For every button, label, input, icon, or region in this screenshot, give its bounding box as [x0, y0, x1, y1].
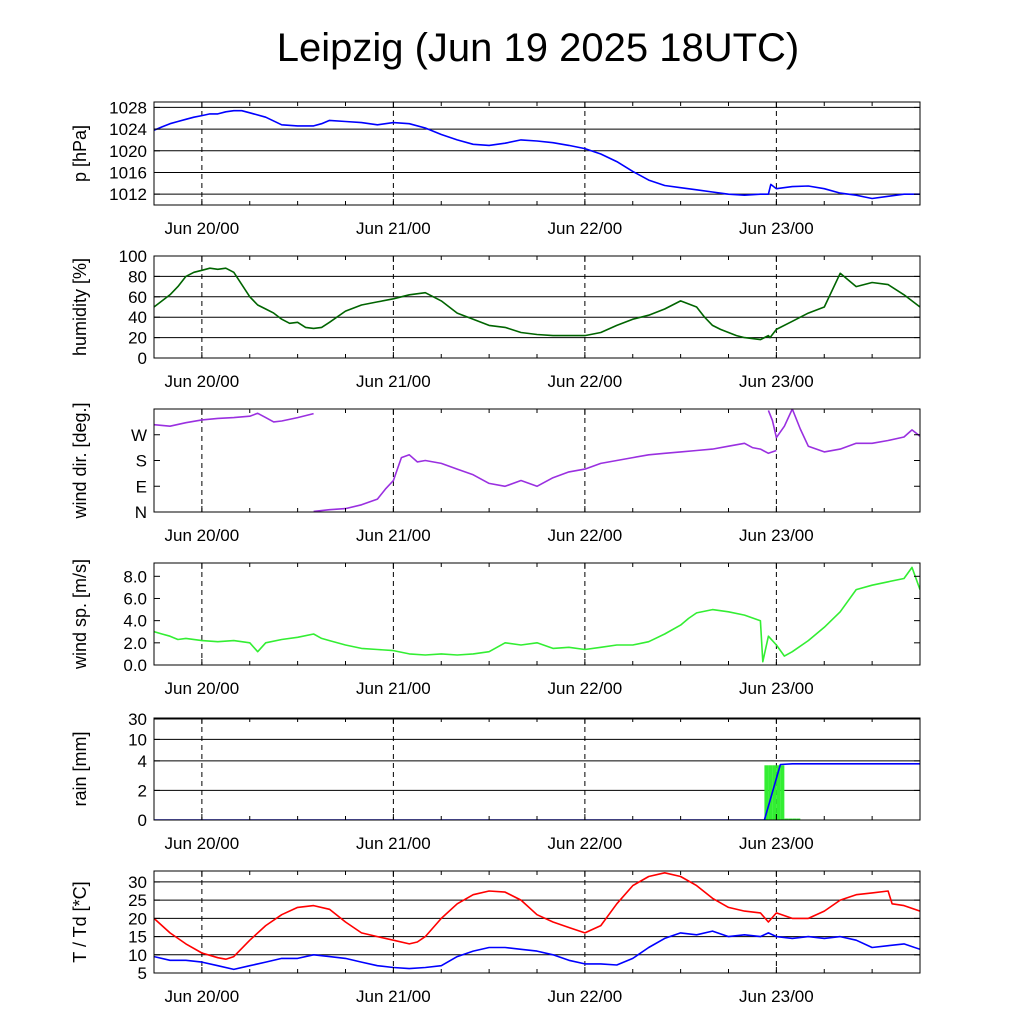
series-line-2: [154, 930, 920, 971]
plot-area: [154, 409, 920, 512]
rain-bar-4: [776, 765, 781, 820]
x-tick-label-3: Jun 22/00: [548, 526, 623, 545]
x-tick-label-1: Jun 20/00: [165, 372, 240, 391]
plot-area: [154, 762, 920, 820]
rain-bar-9: [796, 818, 801, 820]
y-axis-label: humidity [%]: [70, 258, 90, 356]
x-tick-label-4: Jun 23/00: [739, 219, 814, 238]
panel-1: 1012 1016 1020 1024 1028 Jun 20/00 Jun 21/00 Ju…: [70, 98, 921, 238]
series-line-1: [154, 412, 314, 428]
rain-bar-5: [780, 765, 785, 820]
y-tick-label-5: 1028: [109, 98, 147, 117]
plot-area: [154, 267, 920, 341]
x-tick-label-1: Jun 20/00: [165, 987, 240, 1006]
x-tick-label-1: Jun 20/00: [165, 526, 240, 545]
plot-area: [154, 109, 920, 200]
x-tick-label-1: Jun 20/00: [165, 219, 240, 238]
y-tick-label-1: 5: [138, 964, 147, 983]
series-line-2: [154, 762, 920, 820]
plot-area: [154, 871, 920, 971]
x-tick-label-1: Jun 20/00: [165, 679, 240, 698]
y-tick-label-4: 1024: [109, 120, 147, 139]
series-line-1: [154, 566, 920, 663]
y-axis-label: rain [mm]: [70, 731, 90, 806]
rain-bar-3: [772, 765, 777, 820]
y-tick-label-4: W: [131, 426, 147, 445]
panel-4: 0.0 2.0 4.0 6.0 8.0 Jun 20/00 Jun 21/00 Jun 22/…: [70, 559, 921, 698]
x-tick-label-4: Jun 23/00: [739, 526, 814, 545]
y-tick-label-4: 60: [128, 288, 147, 307]
y-tick-label-2: 20: [128, 329, 147, 348]
y-tick-label-3: 4: [138, 752, 147, 771]
y-axis-label: p [hPa]: [70, 125, 90, 182]
y-tick-label-3: 40: [128, 308, 147, 327]
y-tick-label-6: 30: [128, 873, 147, 892]
x-tick-label-2: Jun 21/00: [356, 372, 431, 391]
x-tick-label-3: Jun 22/00: [548, 219, 623, 238]
y-tick-label-4: 6.0: [123, 589, 147, 608]
x-tick-label-1: Jun 20/00: [165, 834, 240, 853]
x-tick-label-4: Jun 23/00: [739, 372, 814, 391]
y-tick-label-1: 0: [138, 811, 147, 830]
x-tick-label-2: Jun 21/00: [356, 987, 431, 1006]
rain-bar-2: [768, 765, 773, 820]
rain-bar-8: [792, 818, 797, 820]
x-tick-label-2: Jun 21/00: [356, 219, 431, 238]
plot-area: [154, 566, 920, 663]
y-tick-label-3: 4.0: [123, 612, 147, 631]
chart-title: Leipzig (Jun 19 2025 18UTC): [277, 26, 800, 70]
x-tick-label-2: Jun 21/00: [356, 834, 431, 853]
y-tick-label-6: 100: [119, 247, 147, 266]
y-axis-label: T / Td [*C]: [70, 881, 90, 962]
y-tick-label-2: E: [136, 477, 147, 496]
y-axis-label: wind sp. [m/s]: [70, 559, 90, 670]
y-tick-label-3: 15: [128, 928, 147, 947]
y-tick-label-1: 1012: [109, 185, 147, 204]
series-line-1: [154, 871, 920, 961]
y-tick-label-5: 30: [128, 710, 147, 729]
y-tick-label-4: 10: [128, 730, 147, 749]
series-line-1: [154, 267, 920, 341]
x-tick-label-3: Jun 22/00: [548, 372, 623, 391]
y-tick-label-2: 2.0: [123, 634, 147, 653]
y-tick-label-2: 1016: [109, 163, 147, 182]
x-tick-label-3: Jun 22/00: [548, 834, 623, 853]
y-axis-label: wind dir. [deg.]: [70, 402, 90, 519]
series-line-2: [313, 442, 777, 512]
rain-bar-6: [784, 818, 789, 820]
y-tick-label-3: S: [136, 452, 147, 471]
rain-bar-7: [788, 818, 793, 820]
x-tick-label-4: Jun 23/00: [739, 834, 814, 853]
y-tick-label-1: 0.0: [123, 656, 147, 675]
y-tick-label-3: 1020: [109, 142, 147, 161]
y-tick-label-1: 0: [138, 349, 147, 368]
y-tick-label-5: 80: [128, 267, 147, 286]
y-tick-label-4: 20: [128, 909, 147, 928]
y-tick-label-5: 25: [128, 891, 147, 910]
series-line-3: [767, 409, 920, 453]
y-tick-label-5: 8.0: [123, 567, 147, 586]
rain-bar-1: [764, 765, 769, 820]
series-line-1: [154, 109, 920, 200]
y-tick-label-1: N: [135, 503, 147, 522]
x-tick-label-2: Jun 21/00: [356, 679, 431, 698]
y-tick-label-2: 2: [138, 781, 147, 800]
x-tick-label-3: Jun 22/00: [548, 987, 623, 1006]
y-tick-label-2: 10: [128, 946, 147, 965]
x-tick-label-4: Jun 23/00: [739, 987, 814, 1006]
x-tick-label-2: Jun 21/00: [356, 526, 431, 545]
x-tick-label-4: Jun 23/00: [739, 679, 814, 698]
x-tick-label-3: Jun 22/00: [548, 679, 623, 698]
